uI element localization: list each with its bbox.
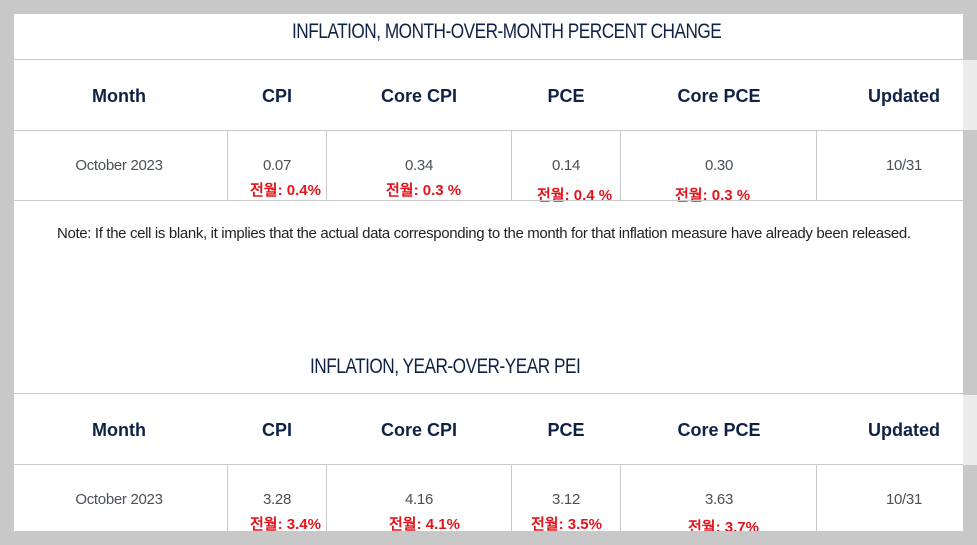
yoy-cell-cpi: 3.28 [263,491,291,508]
yoy-annotation-cpi: 전월: 3.4% [250,516,321,531]
yoy-header-month: Month [92,420,146,440]
yoy-header-core-pce: Core PCE [677,420,761,440]
yoy-annotation-pce: 전월: 3.5% [531,516,602,531]
yoy-rule-top [14,393,963,394]
window-edge [963,395,977,465]
mom-header-month: Month [92,86,146,106]
inflation-document: INFLATION, MONTH-OVER-MONTH PERCENT CHAN… [14,14,963,531]
yoy-annotation-core-cpi: 전월: 4.1% [389,516,460,531]
yoy-cell-updated: 10/31 [885,491,923,508]
yoy-cell-pce: 3.12 [552,491,580,508]
mom-header-pce: PCE [547,86,585,106]
mom-cell-cpi: 0.07 [263,157,291,174]
yoy-header-core-cpi: Core CPI [380,420,458,440]
mom-col-divider [511,130,512,200]
mom-header-core-pce: Core PCE [677,86,761,106]
yoy-cell-month: October 2023 [75,491,163,508]
yoy-rule-header [14,464,963,465]
mom-col-divider [326,130,327,200]
mom-col-divider [816,130,817,200]
mom-table-title: INFLATION, MONTH-OVER-MONTH PERCENT CHAN… [292,20,722,43]
mom-cell-updated: 10/31 [885,157,923,174]
table-note: Note: If the cell is blank, it implies t… [57,225,911,242]
mom-header-cpi: CPI [261,86,292,106]
yoy-col-divider [227,464,228,531]
mom-annotation-cpi: 전월: 0.4% [250,182,321,199]
yoy-col-divider [816,464,817,531]
yoy-annotation-core-pce: 전월: 3.7% [688,519,759,531]
yoy-col-divider [511,464,512,531]
mom-annotation-pce: 전월: 0.4 % [537,187,613,204]
mom-cell-pce: 0.14 [552,157,580,174]
yoy-table-title: INFLATION, YEAR-OVER-YEAR PEI [310,355,581,378]
mom-cell-month: October 2023 [75,157,163,174]
yoy-cell-core-cpi: 4.16 [405,491,433,508]
yoy-col-divider [326,464,327,531]
mom-rule-bottom [14,200,963,201]
mom-rule-top [14,59,963,60]
mom-cell-core-cpi: 0.34 [405,157,433,174]
window-edge [963,60,977,130]
mom-cell-core-pce: 0.30 [705,157,733,174]
yoy-header-cpi: CPI [261,420,292,440]
mom-header-core-cpi: Core CPI [380,86,458,106]
mom-rule-header [14,130,963,131]
yoy-col-divider [620,464,621,531]
mom-annotation-core-cpi: 전월: 0.3 % [386,182,462,199]
mom-header-updated: Updated [868,86,940,106]
mom-col-divider [620,130,621,200]
yoy-cell-core-pce: 3.63 [705,491,733,508]
yoy-header-updated: Updated [868,420,940,440]
mom-col-divider [227,130,228,200]
mom-annotation-core-pce: 전월: 0.3 % [675,187,751,204]
yoy-header-pce: PCE [547,420,585,440]
